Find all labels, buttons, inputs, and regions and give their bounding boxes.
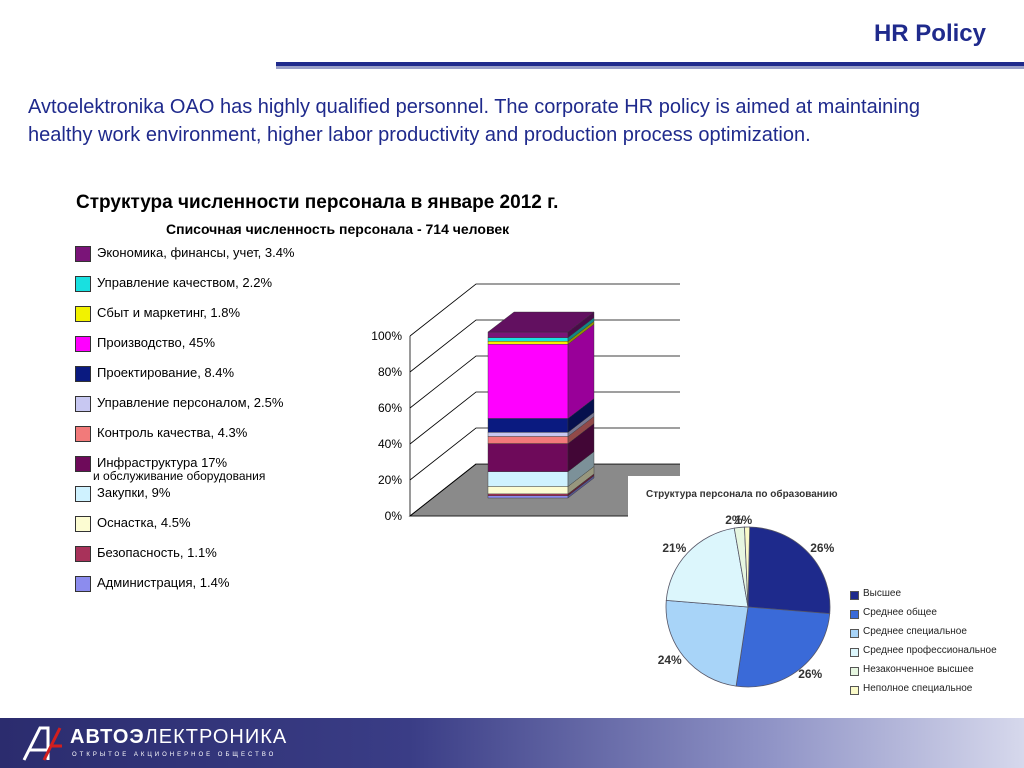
pie-slice-label: 26%	[798, 666, 823, 681]
bar-segment-front	[487, 495, 569, 499]
bar-segment-front	[487, 486, 569, 495]
pie-slice-label: 24%	[657, 652, 682, 667]
legend-swatch	[75, 276, 91, 292]
legend-label: Производство, 45%	[97, 335, 216, 350]
legend-swatch	[75, 576, 91, 592]
bar-chart-title: Структура численности персонала в январе…	[76, 192, 559, 213]
pie-chart-title: Структура персонала по образованию	[646, 489, 838, 500]
bar-top	[487, 311, 595, 333]
legend-swatch	[75, 546, 91, 562]
legend-label: Экономика, финансы, учет, 3.4%	[97, 245, 295, 260]
bar-segment-front	[487, 337, 569, 342]
pie-legend-label: Среднее профессиональное	[863, 645, 997, 656]
bar-segment-front	[487, 471, 569, 487]
legend-label: Управление персоналом, 2.5%	[97, 395, 284, 410]
legend-swatch	[75, 426, 91, 442]
education-pie-chart	[665, 526, 831, 688]
legend-label: Оснастка, 4.5%	[97, 515, 191, 530]
bar-segment-front	[487, 436, 569, 444]
pie-slice	[747, 526, 831, 615]
page-title: HR Policy	[873, 20, 986, 47]
gridline	[409, 319, 680, 373]
gridline	[409, 427, 680, 481]
legend-label: Безопасность, 1.1%	[97, 545, 217, 560]
bar-segment-front	[487, 443, 569, 472]
bar-segment-front	[487, 432, 569, 437]
pie-slice-label: 1%	[734, 512, 753, 527]
y-tick-label: 100%	[371, 329, 402, 343]
legend-swatch	[75, 306, 91, 322]
logo-bold-part: АВТОЭ	[70, 726, 145, 748]
bar-segment-front	[487, 418, 569, 433]
pie-legend-swatch	[850, 648, 859, 657]
y-tick-label: 20%	[378, 473, 402, 487]
education-pie-panel: Структура персонала по образованию Высше…	[628, 476, 1024, 720]
legend-swatch	[75, 456, 91, 472]
stacked-bar-chart: 0% 20% 40% 60% 80% 100%	[371, 283, 680, 523]
footer-bar	[0, 718, 1024, 768]
pie-legend-label: Высшее	[863, 588, 902, 599]
bar-segment-front	[487, 341, 569, 345]
pie-legend-swatch	[850, 686, 859, 695]
pie-slice	[735, 606, 831, 688]
bar-segment-front	[487, 493, 569, 496]
bar-chart-subtitle: Списочная численность персонала - 714 че…	[166, 221, 510, 237]
legend-label: Проектирование, 8.4%	[97, 365, 235, 380]
pie-legend-swatch	[850, 667, 859, 676]
legend-label: Администрация, 1.4%	[97, 575, 230, 590]
company-logo-subtitle: ОТКРЫТОЕ АКЦИОНЕРНОЕ ОБЩЕСТВО	[72, 752, 277, 758]
gridline	[409, 391, 680, 445]
intro-text: Avtoelektronika OAO has highly qualified…	[28, 96, 920, 146]
company-logo-text: АВТОЭЛЕКТРОНИКА	[70, 726, 287, 749]
pie-legend-swatch	[850, 610, 859, 619]
pie-legend-swatch	[850, 629, 859, 638]
legend-label: Управление качеством, 2.2%	[97, 275, 273, 290]
y-tick-label: 80%	[378, 365, 402, 379]
pie-slice-label: 26%	[810, 541, 835, 556]
pie-legend-label: Среднее общее	[863, 607, 937, 618]
pie-legend-swatch	[850, 591, 859, 600]
header-divider	[276, 62, 1024, 69]
pie-slice	[665, 599, 749, 687]
pie-legend-label: Незаконченное высшее	[863, 664, 974, 675]
bar-segment-front	[487, 331, 569, 338]
legend-swatch	[75, 396, 91, 412]
pie-slice	[744, 526, 751, 608]
pie-slice	[665, 527, 749, 608]
gridline	[409, 283, 680, 337]
legend-swatch	[75, 486, 91, 502]
pie-legend-label: Неполное специальное	[863, 683, 973, 694]
legend-label: Сбыт и маркетинг, 1.8%	[97, 305, 241, 320]
bar-segment-front	[487, 344, 569, 419]
legend-label: Закупки, 9%	[97, 485, 171, 500]
legend-swatch	[75, 516, 91, 532]
pie-legend-label: Среднее специальное	[863, 626, 967, 637]
legend-label: Контроль качества, 4.3%	[97, 425, 248, 440]
y-tick-label: 0%	[385, 509, 403, 523]
legend-label-line2: и обслуживание оборудования	[93, 469, 266, 483]
legend-swatch	[75, 246, 91, 262]
company-logo-icon	[22, 726, 62, 761]
gridline	[409, 355, 680, 409]
y-tick-label: 40%	[378, 437, 402, 451]
legend-swatch	[75, 366, 91, 382]
legend-label: Инфраструктура 17%	[97, 455, 228, 470]
legend-swatch	[75, 336, 91, 352]
y-tick-label: 60%	[378, 401, 402, 415]
gridline	[409, 463, 680, 517]
logo-rest-part: ЛЕКТРОНИКА	[144, 726, 288, 748]
pie-slice-label: 2%	[725, 513, 743, 528]
pie-slice-label: 21%	[662, 540, 687, 555]
